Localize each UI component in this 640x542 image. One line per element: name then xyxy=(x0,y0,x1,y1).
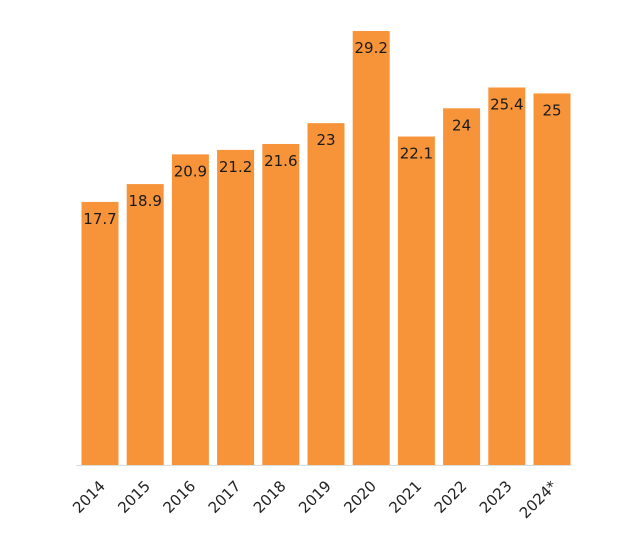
bar-2014 xyxy=(81,201,119,466)
x-tick-label-2017: 2017 xyxy=(205,477,245,517)
bar-2015 xyxy=(126,184,164,465)
value-label-2021: 22.1 xyxy=(400,145,433,163)
x-tick-label-2022: 2022 xyxy=(431,477,471,517)
value-label-2016: 20.9 xyxy=(174,162,207,180)
x-tick-label-2018: 2018 xyxy=(250,477,290,517)
value-label-2020: 29.2 xyxy=(354,39,387,57)
value-label-2023: 25.4 xyxy=(490,95,523,113)
bar-2016 xyxy=(171,154,209,466)
bar-2023 xyxy=(488,87,526,465)
x-tick-label-2015: 2015 xyxy=(114,477,154,517)
bar-2018 xyxy=(262,143,300,465)
x-tick-label-2014: 2014 xyxy=(69,477,109,517)
x-tick-label-2021: 2021 xyxy=(385,477,425,517)
bar-2020 xyxy=(352,31,390,465)
x-tick-label-2016: 2016 xyxy=(159,477,199,517)
value-label-2014: 17.7 xyxy=(83,210,116,228)
bar-2019 xyxy=(307,123,345,466)
bars-group xyxy=(81,31,571,466)
x-tick-labels-group: 2014 2015 2016 2017 2018 2019 2020 2021 2022 2023… xyxy=(69,477,561,522)
value-label-2022: 24 xyxy=(452,116,471,134)
value-label-2024*: 25 xyxy=(542,101,561,119)
bar-2021 xyxy=(397,136,435,465)
x-tick-label-2024*: 2024* xyxy=(516,477,561,522)
value-labels-group: 17.7 18.9 20.9 21.2 21.6 23 29.2 22.1 24 25.4 25 xyxy=(83,39,561,228)
x-tick-label-2019: 2019 xyxy=(295,477,335,517)
bar-2017 xyxy=(217,149,255,465)
bar-2022 xyxy=(443,108,481,465)
value-label-2017: 21.2 xyxy=(219,158,252,176)
value-label-2019: 23 xyxy=(316,131,335,149)
value-label-2018: 21.6 xyxy=(264,152,297,170)
bar-2024* xyxy=(533,93,571,466)
value-label-2015: 18.9 xyxy=(128,192,161,210)
x-tick-label-2023: 2023 xyxy=(476,477,516,517)
x-tick-label-2020: 2020 xyxy=(340,477,380,517)
